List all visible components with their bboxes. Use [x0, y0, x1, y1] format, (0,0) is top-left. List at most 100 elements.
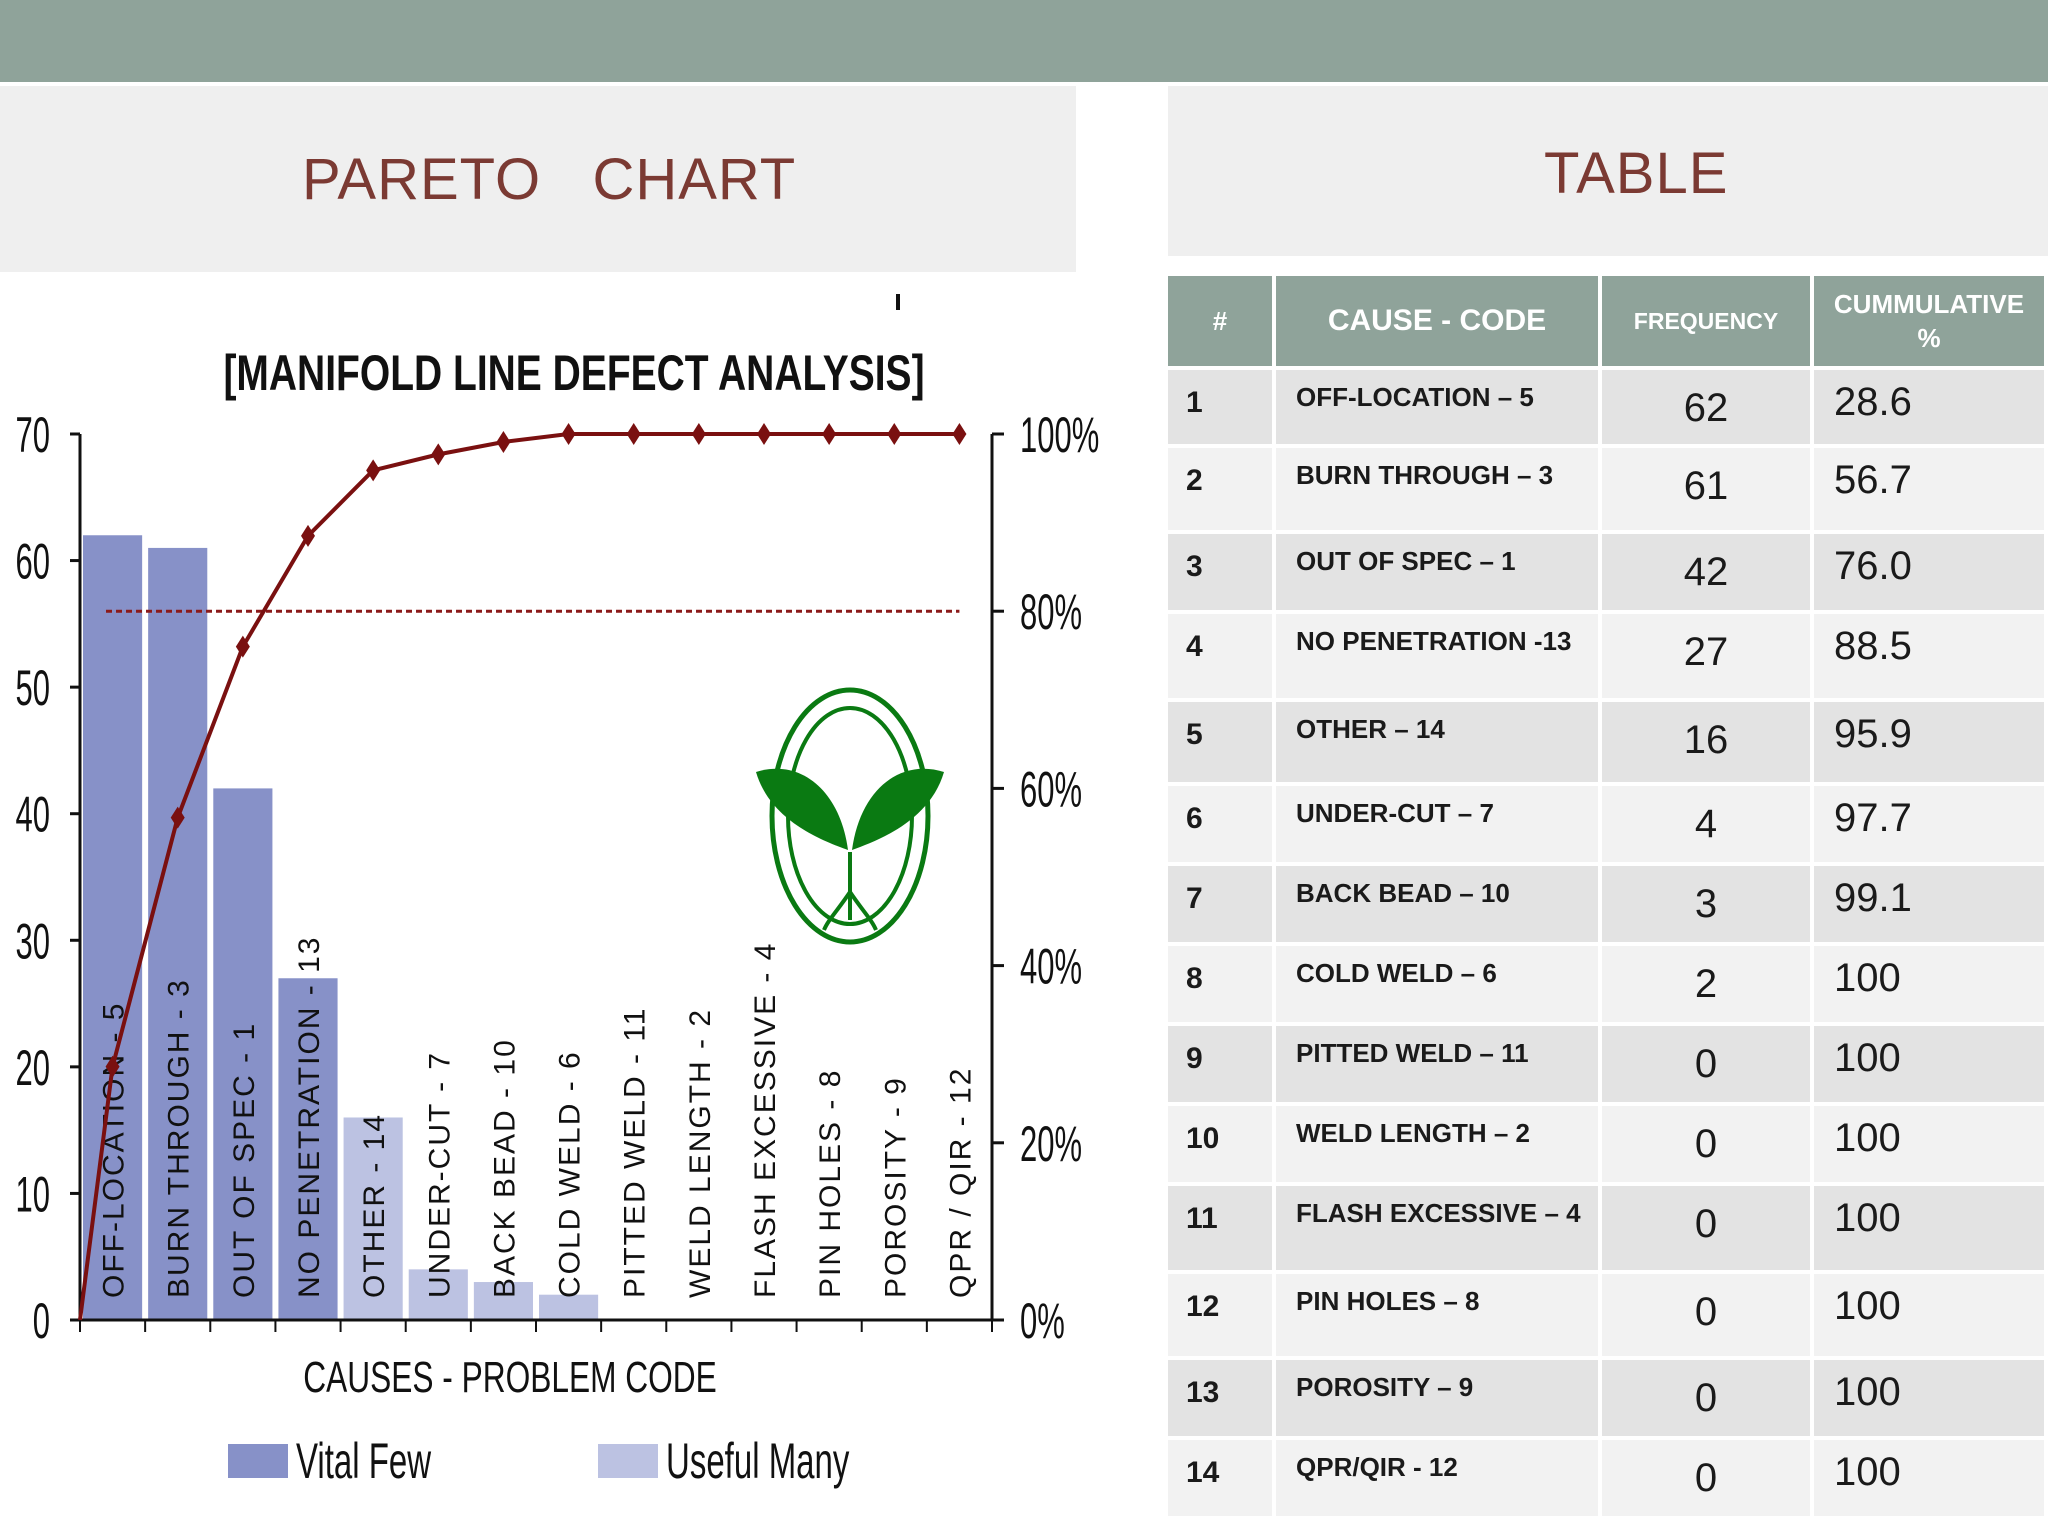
- legend-swatch-vital: [228, 1444, 288, 1478]
- right-tick-label: 100%: [1020, 406, 1099, 462]
- left-tick-label: 20: [16, 1039, 50, 1095]
- row-cause: OFF-LOCATION – 5: [1274, 368, 1602, 448]
- bar: [473, 1282, 533, 1320]
- row-frequency: 0: [1600, 1104, 1814, 1186]
- row-cumulative: 100: [1812, 1024, 2048, 1106]
- row-cause: OTHER – 14: [1274, 700, 1602, 786]
- row-cumulative: 76.0: [1812, 532, 2048, 614]
- header-num: #: [1168, 276, 1276, 370]
- row-frequency: 0: [1600, 1272, 1814, 1360]
- right-tick-label: 40%: [1020, 938, 1082, 994]
- table-row: 14 QPR/QIR - 12 0 100: [1168, 1438, 2048, 1520]
- left-tick-label: 10: [16, 1166, 50, 1222]
- company-logo: [756, 687, 944, 945]
- row-frequency: 42: [1600, 532, 1814, 614]
- category-label: BURN THROUGH - 3: [163, 978, 196, 1298]
- category-label: OUT OF SPEC - 1: [228, 1022, 261, 1298]
- table-row: 3 OUT OF SPEC – 1 42 76.0: [1168, 532, 2048, 614]
- cumulative-marker: [626, 423, 641, 445]
- top-banner: [0, 0, 2048, 82]
- cumulative-marker: [952, 423, 967, 445]
- category-label: POROSITY - 9: [879, 1076, 912, 1298]
- row-num: 4: [1168, 612, 1276, 702]
- row-cumulative: 100: [1812, 1184, 2048, 1274]
- table-row: 8 COLD WELD – 6 2 100: [1168, 944, 2048, 1026]
- x-axis-label: CAUSES - PROBLEM CODE: [303, 1353, 717, 1402]
- cumulative-marker: [105, 1055, 120, 1078]
- legend-label-useful: Useful Many: [666, 1433, 850, 1488]
- row-cumulative: 100: [1812, 1358, 2048, 1440]
- row-cumulative: 56.7: [1812, 446, 2048, 534]
- table-row: 2 BURN THROUGH – 3 61 56.7: [1168, 446, 2048, 534]
- table-row: 6 UNDER-CUT – 7 4 97.7: [1168, 784, 2048, 866]
- chart-header-panel: PARETO CHART: [0, 86, 1076, 272]
- left-tick-label: 40: [16, 786, 50, 842]
- row-cumulative: 100: [1812, 1272, 2048, 1360]
- cumulative-marker: [887, 423, 902, 445]
- cumulative-marker: [691, 423, 706, 445]
- table-row: 10 WELD LENGTH – 2 0 100: [1168, 1104, 2048, 1186]
- row-cause: PIN HOLES – 8: [1274, 1272, 1602, 1360]
- pareto-chart: [MANIFOLD LINE DEFECT ANALYSIS] 0 10 20 30 4…: [16, 294, 1099, 1489]
- row-frequency: 61: [1600, 446, 1814, 534]
- chart-title: [MANIFOLD LINE DEFECT ANALYSIS]: [223, 344, 924, 401]
- table-row: 13 POROSITY – 9 0 100: [1168, 1358, 2048, 1440]
- row-cause: BURN THROUGH – 3: [1274, 446, 1602, 534]
- right-tick-label: 80%: [1020, 584, 1082, 640]
- row-num: 12: [1168, 1272, 1276, 1360]
- row-cumulative: 99.1: [1812, 864, 2048, 946]
- row-frequency: 3: [1600, 864, 1814, 946]
- category-label: NO PENETRATION - 13: [293, 936, 326, 1299]
- row-cause: WELD LENGTH – 2: [1274, 1104, 1602, 1186]
- category-label: QPR / QIR - 12: [944, 1067, 977, 1298]
- table-row: 12 PIN HOLES – 8 0 100: [1168, 1272, 2048, 1360]
- right-tick-label: 20%: [1020, 1115, 1082, 1171]
- bar: [83, 535, 143, 1320]
- right-tick-label: 0%: [1020, 1292, 1065, 1348]
- row-frequency: 4: [1600, 784, 1814, 866]
- cumulative-marker: [431, 443, 446, 466]
- row-frequency: 0: [1600, 1358, 1814, 1440]
- row-cumulative: 97.7: [1812, 784, 2048, 866]
- bar: [148, 547, 208, 1320]
- category-label: BACK BEAD - 10: [488, 1038, 521, 1298]
- cumulative-marker: [757, 423, 771, 445]
- table-row: 1 OFF-LOCATION – 5 62 28.6: [1168, 368, 2048, 448]
- row-cumulative: 100: [1812, 1438, 2048, 1520]
- row-frequency: 62: [1600, 368, 1814, 448]
- row-cause: POROSITY – 9: [1274, 1358, 1602, 1440]
- left-tick-label: 30: [16, 913, 50, 969]
- left-tick-label: 70: [16, 406, 50, 462]
- table-header-panel: TABLE: [1168, 86, 2048, 256]
- cumulative-marker: [301, 524, 315, 547]
- row-frequency: 2: [1600, 944, 1814, 1026]
- row-cause: OUT OF SPEC – 1: [1274, 532, 1602, 614]
- category-label: FLASH EXCESSIVE - 4: [749, 942, 782, 1298]
- row-frequency: 16: [1600, 700, 1814, 786]
- category-label: UNDER-CUT - 7: [423, 1051, 456, 1298]
- row-frequency: 27: [1600, 612, 1814, 702]
- row-num: 1: [1168, 368, 1276, 448]
- left-tick-label: 60: [16, 533, 50, 589]
- cumulative-marker: [235, 635, 250, 658]
- cumulative-marker: [366, 459, 381, 482]
- row-frequency: 0: [1600, 1438, 1814, 1520]
- category-label: PIN HOLES - 8: [814, 1069, 847, 1298]
- row-cumulative: 100: [1812, 944, 2048, 1026]
- row-cumulative: 88.5: [1812, 612, 2048, 702]
- row-cause: FLASH EXCESSIVE – 4: [1274, 1184, 1602, 1274]
- right-tick-label: 60%: [1020, 761, 1082, 817]
- table-row: 5 OTHER – 14 16 95.9: [1168, 700, 2048, 786]
- cumulative-marker: [822, 423, 837, 445]
- row-num: 14: [1168, 1438, 1276, 1520]
- left-tick-label: 50: [16, 659, 50, 715]
- row-num: 9: [1168, 1024, 1276, 1106]
- cumulative-marker: [170, 806, 185, 829]
- bar: [539, 1294, 599, 1320]
- table-section-title: TABLE: [1544, 141, 1729, 206]
- row-cumulative: 28.6: [1812, 368, 2048, 448]
- row-num: 10: [1168, 1104, 1276, 1186]
- left-tick-label: 0: [33, 1292, 50, 1348]
- table-row: 9 PITTED WELD – 11 0 100: [1168, 1024, 2048, 1106]
- table-row: 4 NO PENETRATION -13 27 88.5: [1168, 612, 2048, 702]
